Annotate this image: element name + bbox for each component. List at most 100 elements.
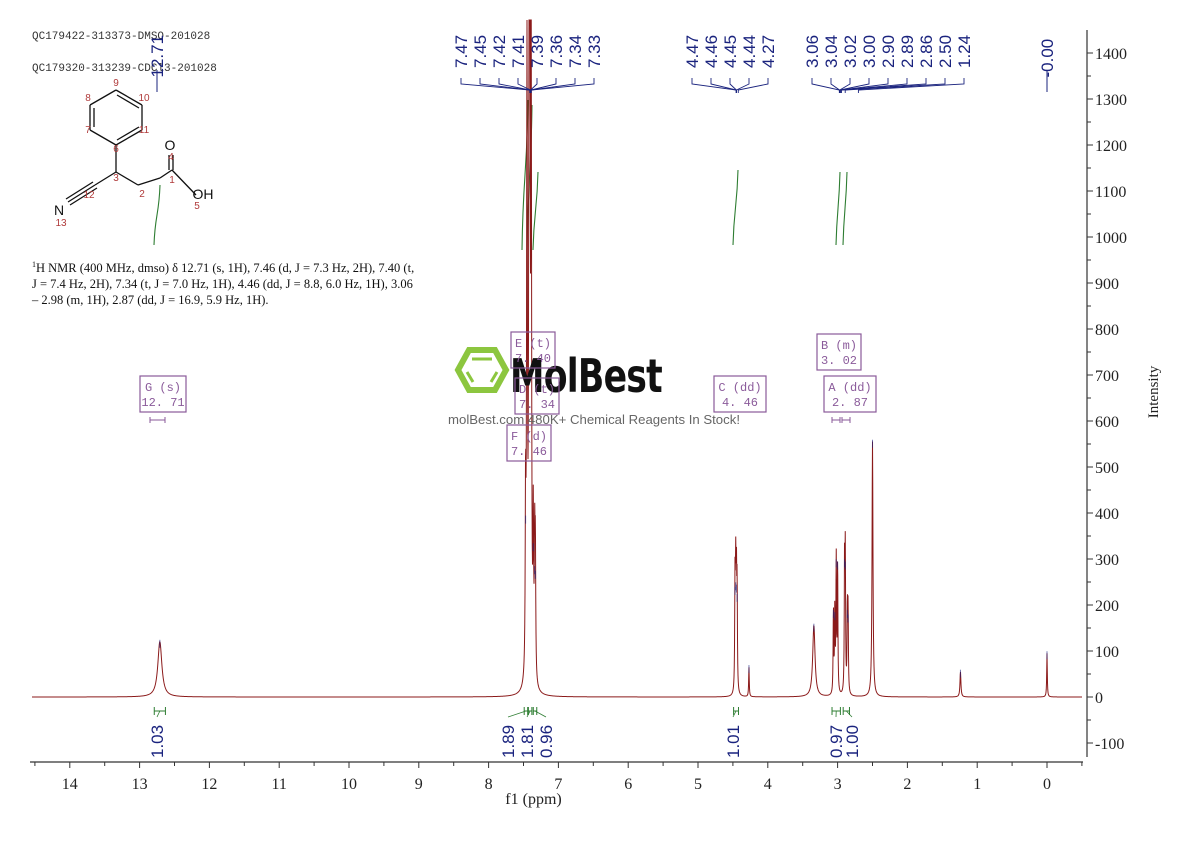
y-tick-label: 1000: [1095, 230, 1127, 247]
y-axis: -100 0 100 200 300 400 500 600 700 800 900 1000 1100…: [1086, 30, 1162, 757]
atom-symbol: O: [165, 137, 176, 153]
x-tick-label: 5: [694, 776, 702, 793]
multiplet-box-A: A (dd)2. 87: [823, 375, 877, 413]
y-tick-label: 0: [1095, 690, 1103, 707]
y-tick-label: 200: [1095, 598, 1119, 615]
integral-1.00: 1.00: [842, 707, 862, 758]
x-tick-label: 6: [624, 776, 632, 793]
atom-number: 8: [85, 93, 91, 104]
peak-label: 7.36: [547, 35, 566, 68]
atom-number: 1: [169, 175, 175, 186]
integral-curves: [153, 99, 848, 251]
svg-text:G (s): G (s): [145, 381, 181, 395]
svg-text:7. 34: 7. 34: [519, 398, 555, 412]
peak-label: 7.47: [452, 35, 471, 68]
peak-label: 7.33: [585, 35, 604, 68]
x-tick-label: 11: [271, 776, 286, 793]
atom-number: 5: [194, 201, 200, 212]
peak-label: 7.45: [471, 35, 490, 68]
y-tick-label: 100: [1095, 644, 1119, 661]
integral-1.89: 1.89: [499, 707, 529, 758]
svg-text:1.01: 1.01: [724, 725, 743, 758]
svg-text:1.81: 1.81: [518, 725, 537, 758]
peak-label: 4.27: [759, 35, 778, 68]
svg-text:0.97: 0.97: [827, 725, 846, 758]
svg-text:D (t): D (t): [519, 383, 555, 397]
sample-id-2: QC179320-313239-CDCl3-201028: [32, 63, 217, 75]
svg-text:F (d): F (d): [511, 430, 547, 444]
y-tick-label: 800: [1095, 322, 1119, 339]
nmr-superscript: 1: [32, 260, 36, 269]
y-tick-label: 1400: [1095, 46, 1127, 63]
y-axis-label: Intensity: [1146, 365, 1162, 418]
sample-id-1: QC179422-313373-DMSO-201028: [32, 31, 211, 43]
peak-label: 4.47: [683, 35, 702, 68]
peak-label: 7.34: [566, 35, 585, 68]
multiplet-box-D: D (t)7. 34: [514, 377, 560, 415]
y-tick-label: 700: [1095, 368, 1119, 385]
x-tick-label: 4: [764, 776, 772, 793]
peak-label: 1.24: [955, 35, 974, 68]
atom-number: 6: [113, 144, 119, 155]
nmr-description: 1H NMR (400 MHz, dmso) δ 12.71 (s, 1H), …: [32, 257, 422, 308]
atom-number: 2: [139, 189, 145, 200]
x-tick-label: 12: [201, 776, 217, 793]
y-tick-label: 500: [1095, 460, 1119, 477]
svg-text:12. 71: 12. 71: [141, 396, 184, 410]
x-tick-label: 0: [1043, 776, 1051, 793]
peak-label: 7.42: [490, 35, 509, 68]
peak-label: 2.89: [898, 35, 917, 68]
x-tick-label: 14: [62, 776, 78, 793]
peak-label: 4.44: [740, 35, 759, 68]
peak-label: 4.46: [702, 35, 721, 68]
y-tick-label: 900: [1095, 276, 1119, 293]
multiplet-box-B: B (m)3. 02: [816, 333, 862, 371]
x-tick-label: 8: [485, 776, 493, 793]
x-tick-label: 7: [554, 776, 562, 793]
x-axis-label: f1 (ppm): [505, 791, 561, 808]
svg-text:7. 40: 7. 40: [515, 352, 551, 366]
peak-label: 2.86: [917, 35, 936, 68]
x-tick-label: 1: [973, 776, 981, 793]
spectrum-line: [32, 19, 1082, 698]
peak-label: 4.45: [721, 35, 740, 68]
atom-number: 12: [83, 190, 95, 201]
watermark-tagline: molBest.com 480K+ Chemical Reagents In S…: [448, 412, 740, 427]
y-tick-label: 1200: [1095, 138, 1127, 155]
multiplet-annotations: G (s)12. 71E (t)7. 40D (t)7. 34F (d)7. 4…: [139, 331, 877, 462]
integral-1.81: 1.81: [518, 707, 537, 758]
y-tick-label: 1300: [1095, 92, 1127, 109]
peak-label: -0.00: [1038, 39, 1057, 78]
svg-text:1.03: 1.03: [148, 725, 167, 758]
atom-symbol: N: [54, 202, 64, 218]
x-tick-label: 13: [132, 776, 148, 793]
peak-label: 2.50: [936, 35, 955, 68]
atom-symbol: OH: [193, 186, 214, 202]
atom-number: 10: [138, 93, 150, 104]
peak-labels: 7.47 7.45 7.42 7.41 7.39 7.36 7.34 7.33 4.47 4.46…: [148, 35, 1057, 93]
atom-number: 9: [113, 78, 119, 89]
y-tick-label: 600: [1095, 414, 1119, 431]
y-tick-label: 300: [1095, 552, 1119, 569]
atom-number: 7: [85, 125, 91, 136]
x-tick-label: 10: [341, 776, 357, 793]
x-tick-label: 2: [903, 776, 911, 793]
integral-0.96: 0.96: [532, 707, 556, 758]
atom-number: 11: [139, 125, 150, 136]
integral-1.01: 1.01: [724, 707, 743, 758]
integral-0.97: 0.97: [827, 707, 846, 758]
watermark-brand: MolBest: [510, 349, 662, 403]
svg-text:2. 87: 2. 87: [832, 396, 868, 410]
peak-label: 7.39: [528, 35, 547, 68]
integral-1.03: 1.03: [148, 707, 167, 758]
svg-text:C (dd): C (dd): [718, 381, 761, 395]
peak-label: 7.41: [509, 35, 528, 68]
peak-label: 3.06: [803, 35, 822, 68]
peak-label: 3.00: [860, 35, 879, 68]
x-axis: 14 13 12 11 10 9 8 7 6 5 4 3 2 1 0f1 (ppm): [30, 761, 1083, 808]
svg-text:0.96: 0.96: [537, 725, 556, 758]
atom-number: 13: [55, 218, 67, 229]
peak-label: 12.71: [148, 35, 167, 78]
peak-label: 2.90: [879, 35, 898, 68]
